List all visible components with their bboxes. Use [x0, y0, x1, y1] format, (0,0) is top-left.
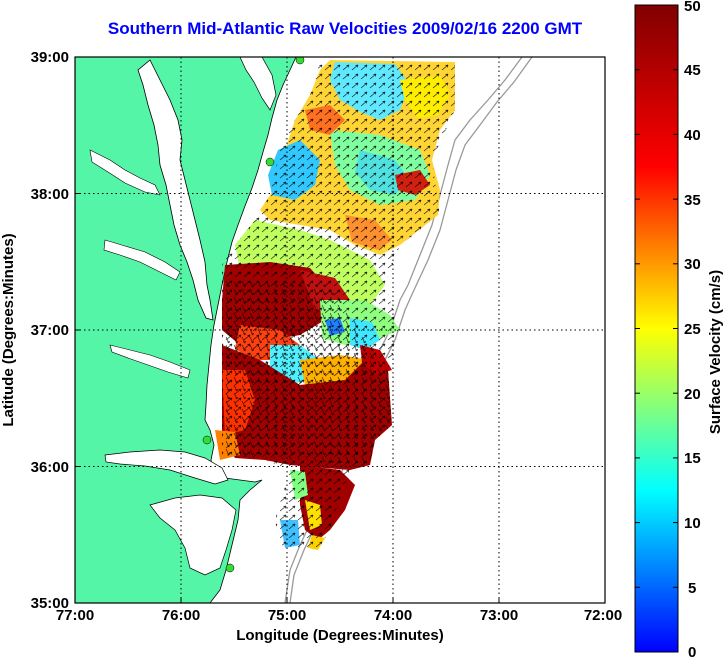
colorbar-tick-label: 30	[684, 256, 701, 273]
delaware-bay	[239, 57, 277, 111]
pamlico-sound	[149, 494, 237, 576]
colorbar-tick-label: 15	[684, 450, 701, 467]
bay-inlet	[109, 344, 191, 379]
bay-inlet	[89, 149, 161, 196]
colorbar-tick-label: 40	[684, 127, 701, 144]
colorbar-tick-label: 20	[684, 386, 701, 403]
y-tick-label: 39:00	[31, 49, 69, 66]
x-axis-title: Longitude (Degrees:Minutes)	[236, 627, 444, 644]
y-tick-label: 38:00	[31, 186, 69, 203]
colorbar-tick-label: 25	[684, 321, 701, 338]
colorbar-ticks	[635, 69, 678, 588]
colorbar-tick-label: 5	[688, 580, 696, 597]
velocity-vectors	[222, 280, 392, 465]
x-tick-label: 72:00	[584, 607, 622, 624]
colorbar	[634, 4, 679, 653]
y-tick-label: 36:00	[31, 459, 69, 476]
x-tick-label: 77:00	[56, 607, 94, 624]
y-axis-title: Latitude (Degrees:Minutes)	[0, 233, 17, 426]
colorbar-tick-label: 10	[684, 515, 701, 532]
x-tick-label: 73:00	[480, 607, 518, 624]
y-tick-label: 35:00	[31, 595, 69, 612]
grid-lines	[75, 57, 605, 603]
radar-station-marker	[295, 57, 305, 65]
x-tick-label: 74:00	[374, 607, 412, 624]
colorbar-tick-label: 50	[684, 0, 701, 15]
chesapeake-bay	[137, 59, 214, 321]
radar-station-marker	[265, 157, 275, 167]
y-tick-label: 37:00	[31, 322, 69, 339]
bay-inlet	[103, 239, 181, 281]
colorbar-tick-label: 0	[688, 644, 696, 659]
radar-station-marker	[225, 563, 235, 573]
colorbar-tick-label: 35	[684, 192, 701, 209]
colorbar-title: Surface Velocity (cm/s)	[707, 270, 724, 434]
x-tick-label: 76:00	[162, 607, 200, 624]
colorbar-tick-label: 45	[684, 62, 701, 79]
radar-station-marker	[202, 435, 212, 445]
map-title: Southern Mid-Atlantic Raw Velocities 200…	[107, 19, 583, 38]
x-tick-label: 75:00	[268, 607, 306, 624]
axis-tick-marks	[75, 193, 500, 603]
